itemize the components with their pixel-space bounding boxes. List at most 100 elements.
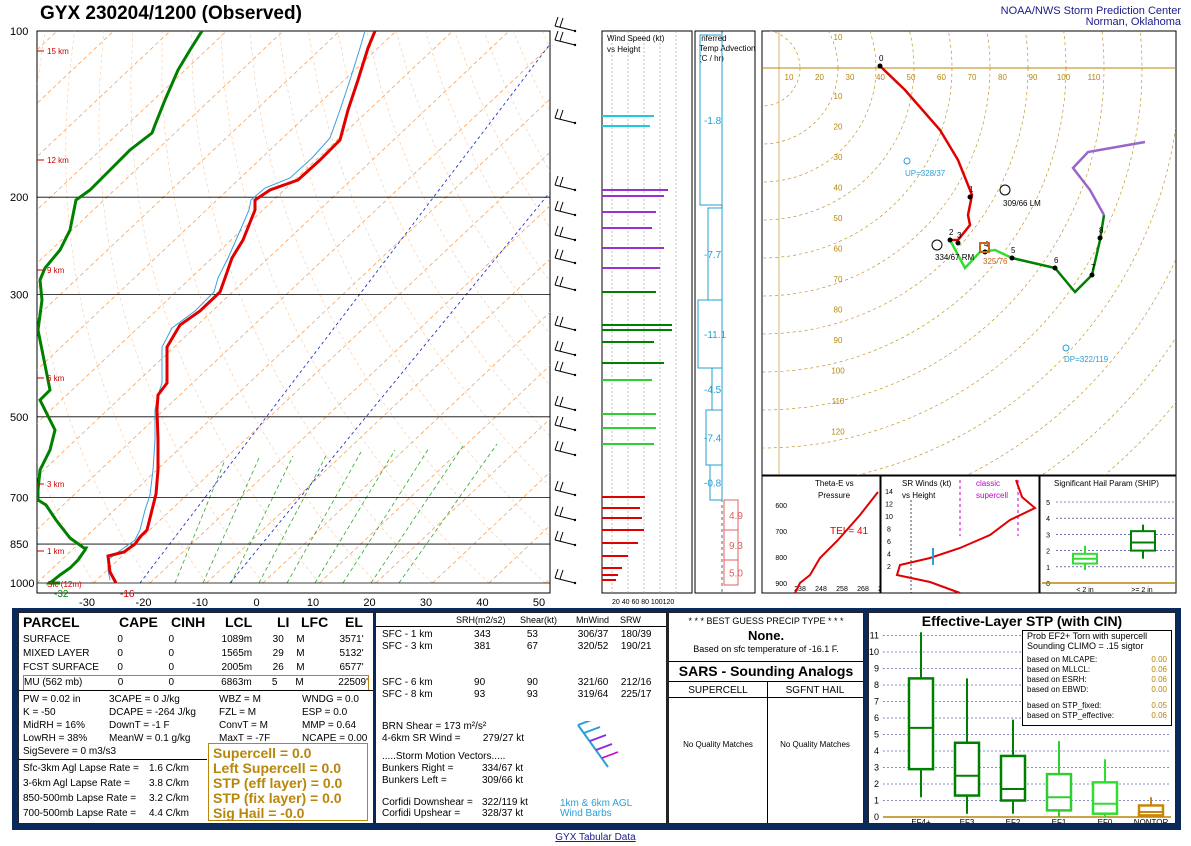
- brn-block: BRN Shear = 173 m²/s² 4-6km SR Wind = 27…: [382, 721, 524, 745]
- tadv-box: [709, 464, 723, 501]
- wind-speed-frame: [601, 30, 693, 594]
- lapse-label: 850-500mb Lapse Rate =: [23, 793, 137, 804]
- page-title: GYX 230204/1200 (Observed): [40, 3, 302, 24]
- kin-cell: 93: [474, 689, 486, 700]
- wind-barb-flag: [554, 340, 559, 351]
- height-label: 15 km: [47, 47, 69, 56]
- ship-box: [1130, 530, 1156, 552]
- barb-legend-icon: [577, 721, 619, 768]
- org-credit: NOAA/NWS Storm Prediction Center Norman,…: [1001, 6, 1181, 28]
- parcel-cell: 0: [168, 648, 175, 659]
- thetae-title1: Theta-E vs: [815, 479, 854, 488]
- wind-barb-base: [573, 353, 577, 357]
- stp-box: [1091, 781, 1119, 815]
- kin-cell: 225/17: [620, 689, 652, 700]
- thetae-title2: Pressure: [818, 491, 851, 500]
- srw-y-tick: 10: [885, 514, 893, 521]
- sfc-temperature: -16: [120, 589, 135, 600]
- parcel-cell: M: [296, 634, 305, 645]
- parcel-cell: 1089m: [221, 634, 253, 645]
- stp-box: [1045, 772, 1073, 812]
- lapse-value: 1.6 C/km: [149, 763, 190, 774]
- ncape: NCAPE = 0.00: [302, 733, 368, 744]
- hodo-point: [1097, 235, 1103, 241]
- storm-motion: .....Storm Motion Vectors..... Bunkers R…: [382, 751, 523, 787]
- parcel-cell: M: [296, 648, 305, 659]
- hodograph-frame: [761, 30, 1177, 476]
- mixing-ratio: [139, 43, 550, 584]
- lapse-divider: [19, 759, 207, 760]
- temp-tick: 0: [253, 597, 259, 606]
- wind-barb-flag: [559, 416, 564, 427]
- tadv-value: -11.1: [704, 330, 726, 341]
- parcel-cell: 5132': [339, 648, 364, 659]
- storm-motion-title: .....Storm Motion Vectors.....: [382, 751, 506, 762]
- hodo-up-label: UP=328/37: [905, 169, 946, 178]
- kin-cell: 319/64: [577, 689, 609, 700]
- parcel-cell: M: [295, 677, 304, 688]
- hodo-y-tick: 110: [832, 397, 845, 406]
- wind-barb: [554, 424, 576, 431]
- temp-adv-title2: Temp Advection: [699, 44, 755, 53]
- dry-adiabat: [161, 31, 377, 584]
- stp-basis-value: 0.00: [1151, 685, 1167, 694]
- precip-divider: [669, 661, 863, 662]
- kin-cell: 320/52: [577, 641, 609, 652]
- isotherm: [319, 364, 550, 584]
- dry-adiabat: [278, 31, 550, 538]
- hodo-x-tick: 90: [1029, 73, 1038, 82]
- wind-barb-base: [573, 29, 577, 33]
- precip-value: None.: [747, 628, 785, 643]
- parcel-row: FCST SURFACE 0 0 2005m 26 M 6577': [23, 661, 369, 675]
- thetae-y-tick: 600: [775, 503, 787, 510]
- wind-barb-flag: [554, 395, 559, 406]
- wind-barb: [554, 449, 576, 456]
- hodo-segment-red: [879, 65, 974, 242]
- ship-y-tick: 1: [1046, 565, 1050, 572]
- wind-barb-base: [573, 373, 577, 377]
- kinematics-panel: SRH(m2/s2) Shear(kt) MnWind SRW SFC - 1 …: [375, 612, 667, 824]
- tabular-data-link[interactable]: GYX Tabular Data: [555, 832, 636, 843]
- wind-barb-flag: [554, 108, 559, 119]
- wind-speed-axis: 20 40 60 80 100120: [612, 599, 674, 606]
- stp-box: [953, 741, 981, 797]
- stp-basis-value: 0.05: [1151, 701, 1167, 710]
- wind-barb-flag: [554, 175, 559, 186]
- stp-basis: based on MLCAPE: 0.00 based on MLLCL: 0.06 b…: [1027, 655, 1167, 721]
- stp-x-tick: EF0: [1098, 818, 1113, 823]
- wind-barb-flag: [559, 176, 564, 187]
- brn-value: 173 m²/s²: [443, 721, 487, 732]
- stp-panel: Effective-Layer STP (with CIN) 11 10 9 8 7 6 5…: [868, 612, 1176, 824]
- convt: ConvT = M: [219, 720, 268, 731]
- stp-x-tick: EF2: [1006, 818, 1021, 823]
- wind-barb-flag: [559, 226, 564, 237]
- wind-barb-flag: [554, 360, 559, 371]
- srw-line: [895, 479, 1037, 594]
- kin-cell: 190/21: [620, 641, 652, 652]
- esp: ESP = 0.0: [302, 707, 348, 718]
- parcel-cell: 30: [272, 634, 284, 645]
- bottom-panel: PARCEL CAPE CINH LCL LI LFC EL SURFACE 0 0…: [12, 608, 1181, 830]
- hodo-rm-label: 334/67 RM: [935, 253, 974, 262]
- stp-basis-row: based on MLCAPE: 0.00: [1027, 655, 1167, 665]
- tadv-value: 5.0: [729, 569, 743, 580]
- wind-barb-base: [573, 408, 577, 412]
- wind-barb: [554, 284, 576, 291]
- meanw: MeanW = 0.1 g/kg: [109, 733, 191, 744]
- hodo-x-tick: 100: [1057, 73, 1071, 82]
- wind-barb: [554, 324, 576, 331]
- hodo-x-tick: 10: [785, 73, 794, 82]
- thetae-y-tick: 900: [775, 581, 787, 588]
- parcel-cell: 1565m: [221, 648, 253, 659]
- wind-barb-base: [573, 518, 577, 522]
- wind-barb: [554, 349, 576, 356]
- tadv-box: [699, 34, 723, 206]
- bunkers-right: 334/67 kt: [482, 763, 524, 774]
- lapse-value: 4.4 C/km: [149, 808, 190, 819]
- wind-barb: [554, 184, 576, 191]
- precip-sars-panel: * * * BEST GUESS PRECIP TYPE * * * None.…: [668, 612, 864, 824]
- hodo-rm-marker: [931, 239, 943, 251]
- pressure-label: 200: [10, 192, 28, 204]
- wind-barb-base: [573, 288, 577, 292]
- hodo-point: [1052, 265, 1058, 271]
